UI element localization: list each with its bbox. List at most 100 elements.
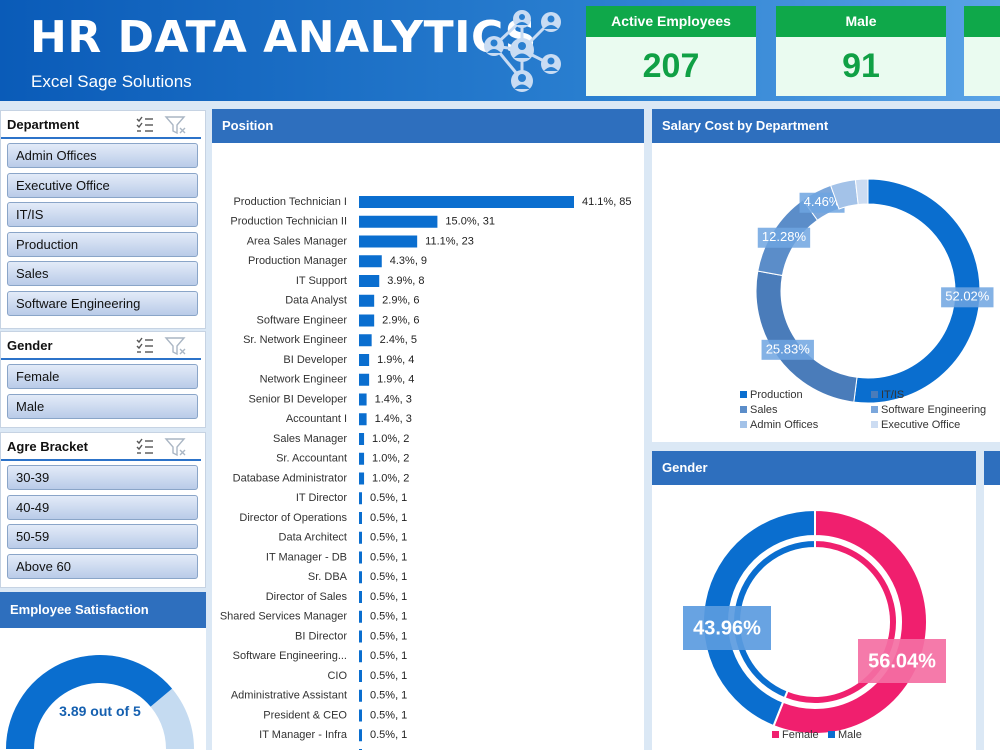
slicer-title: Agre Bracket	[7, 439, 88, 454]
bar-category-label: BI Developer	[283, 354, 347, 366]
bar	[359, 472, 365, 485]
salary-cost-panel: Salary Cost by Department 52.02% 25.83% 12…	[652, 109, 1000, 442]
panel-title: Salary Cost by Department	[652, 109, 1000, 143]
network-people-icon	[484, 10, 561, 92]
salary-donut-chart: 52.02% 25.83% 12.28% 4.46% Production IT/IS Sa…	[740, 178, 994, 431]
slicer-item-female[interactable]: Female	[7, 364, 198, 389]
legend-swatch	[828, 731, 835, 738]
bar-category-label: Sr. Network Engineer	[243, 334, 347, 346]
bar-category-label: Network Engineer	[260, 374, 348, 386]
slicer-item-production[interactable]: Production	[7, 232, 198, 257]
slicer-item-40-49[interactable]: 40-49	[7, 495, 198, 520]
clear-filter-icon[interactable]	[164, 438, 186, 457]
bar-data-label: 2.9%, 6	[382, 314, 419, 326]
slicer-item-30-39[interactable]: 30-39	[7, 465, 198, 490]
slicer-item-sales[interactable]: Sales	[7, 261, 198, 286]
bar-category-label: Director of Sales	[266, 591, 348, 603]
clear-filter-icon[interactable]	[164, 116, 186, 135]
bar-category-label: IT Director	[296, 492, 347, 504]
slicer-tools	[136, 438, 186, 457]
bar	[359, 610, 362, 623]
data-label-box	[799, 192, 845, 213]
slicer-item-software-engineering[interactable]: Software Engineering	[7, 291, 198, 316]
bar-category-label: Director of Operations	[239, 512, 347, 524]
kpi-value: 207	[586, 37, 756, 96]
data-label-box	[941, 287, 994, 308]
bar	[359, 255, 382, 268]
slicer-title: Gender	[7, 338, 53, 353]
bar	[359, 413, 367, 426]
bar-category-label: Software Engineer	[257, 314, 348, 326]
partial-panel	[984, 451, 1000, 750]
slice-data-label: 25.83%	[766, 341, 811, 356]
legend-label: Admin Offices	[750, 419, 819, 431]
slicer-item-it-is[interactable]: IT/IS	[7, 202, 198, 227]
bar	[359, 689, 362, 702]
bar	[359, 512, 362, 524]
kpi-value-partial	[964, 37, 1000, 96]
gauge-fill	[6, 655, 173, 749]
donut-slice	[853, 178, 981, 404]
slicer-tools	[136, 116, 186, 135]
bar-category-label: Production Technician I	[233, 196, 347, 208]
clear-filter-icon[interactable]	[164, 337, 186, 356]
multi-select-icon[interactable]	[136, 116, 153, 132]
bar-data-label: 4.3%, 9	[390, 255, 427, 267]
bar-category-label: President & CEO	[263, 709, 347, 721]
panel-title: Employee Satisfaction	[0, 592, 206, 628]
bar-category-label: Data Analyst	[285, 295, 347, 307]
bar-category-label: Senior BI Developer	[249, 393, 348, 405]
department-slicer: Department Admin Offices Executive Offic…	[0, 110, 206, 329]
bar-data-label: 0.5%, 1	[370, 532, 407, 544]
slicer-item-above-60[interactable]: Above 60	[7, 554, 198, 579]
gauge-value-label: 3.89 out of 5	[59, 703, 141, 719]
bar-category-label: BI Director	[295, 630, 347, 642]
bar	[359, 275, 380, 287]
bar	[359, 373, 370, 386]
bar-data-label: 0.5%, 1	[370, 729, 407, 741]
panel-title: Position	[212, 109, 644, 143]
legend-swatch	[772, 731, 779, 738]
bar-category-label: Database Administrator	[233, 472, 348, 484]
bar	[359, 531, 362, 544]
bar-data-label: 0.5%, 1	[370, 551, 407, 563]
slice-data-label: 52.02%	[945, 289, 990, 304]
slicer-item-male[interactable]: Male	[7, 394, 198, 419]
bar	[359, 314, 375, 327]
legend-swatch	[740, 421, 747, 428]
bar-category-label: IT Support	[296, 275, 347, 287]
bar-data-label: 1.4%, 3	[375, 413, 412, 425]
bar	[359, 591, 362, 603]
multi-select-icon[interactable]	[136, 337, 153, 353]
slicer-item-50-59[interactable]: 50-59	[7, 524, 198, 549]
legend-swatch	[740, 391, 747, 398]
bar-category-label: Accountant I	[286, 413, 347, 425]
multi-select-icon[interactable]	[136, 438, 153, 454]
bar-category-label: CIO	[327, 670, 347, 682]
data-label-box	[761, 339, 814, 360]
bar-category-label: IT Manager - Infra	[259, 729, 348, 741]
slice-data-label: 4.46%	[804, 194, 841, 209]
panel-title-partial	[984, 451, 1000, 485]
slice-data-label: 12.28%	[762, 229, 807, 244]
kpi-male: Male 91	[776, 6, 946, 98]
bar-category-label: Sr. Accountant	[276, 453, 347, 465]
bar-category-label: Production Manager	[248, 255, 347, 267]
bar	[359, 393, 367, 406]
data-label-box	[757, 227, 811, 248]
bar-data-label: 0.5%, 1	[370, 571, 407, 583]
legend-label: Production	[750, 389, 803, 401]
bar-data-label: 0.5%, 1	[370, 611, 407, 623]
bar-data-label: 41.1%, 85	[582, 196, 632, 208]
bar	[359, 196, 574, 208]
slicer-item-executive-office[interactable]: Executive Office	[7, 173, 198, 198]
bar-category-label: Data Architect	[279, 532, 347, 544]
bar-data-label: 0.5%, 1	[370, 591, 407, 603]
bar	[359, 709, 362, 722]
legend-label: Male	[838, 729, 862, 741]
bar	[359, 729, 362, 742]
bar	[359, 571, 362, 584]
slicer-item-admin-offices[interactable]: Admin Offices	[7, 143, 198, 168]
bar-category-label: IT Manager - Support	[243, 749, 347, 750]
bar-data-label: 1.0%, 2	[372, 453, 409, 465]
